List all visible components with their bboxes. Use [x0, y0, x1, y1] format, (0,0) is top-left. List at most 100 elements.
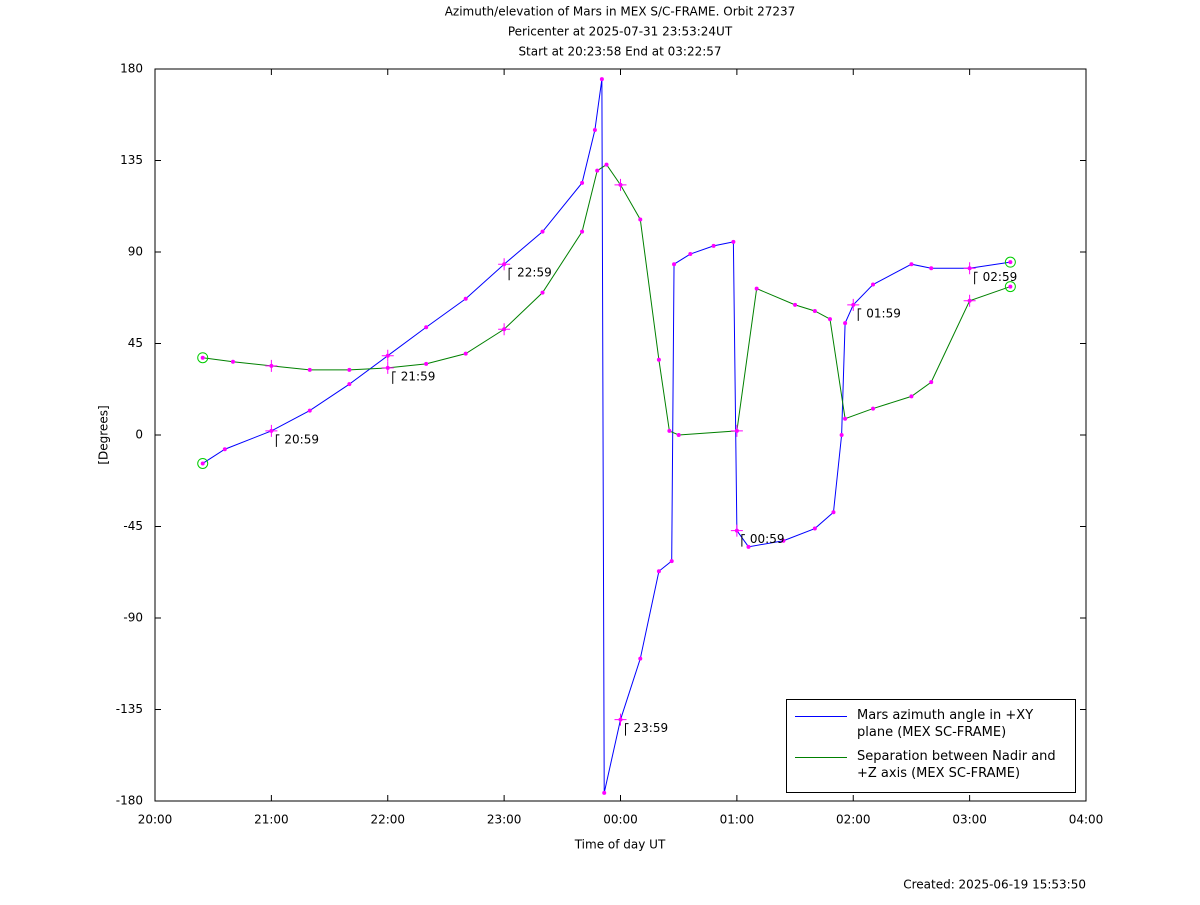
y-tick-label: 45 [128, 336, 143, 350]
data-point [909, 262, 914, 267]
annotation-pointer [974, 271, 978, 285]
data-point [307, 367, 312, 372]
x-tick-label: 03:00 [952, 813, 987, 827]
data-point [754, 286, 759, 291]
data-point [667, 428, 672, 433]
hour-marker [381, 361, 394, 374]
annotation-label: 23:59 [634, 721, 669, 735]
data-point [688, 252, 693, 257]
y-tick-label: 90 [128, 245, 143, 259]
annotation-pointer [857, 308, 862, 321]
data-point [424, 361, 429, 366]
legend-item: Mars azimuth angle in +XY plane (MEX SC-… [795, 707, 1075, 741]
legend-label: Mars azimuth angle in +XY plane (MEX SC-… [857, 708, 1034, 740]
data-point [843, 416, 848, 421]
hour-marker [498, 258, 511, 271]
legend-swatch [795, 716, 847, 717]
x-tick-label: 00:00 [603, 813, 638, 827]
legend-item: Separation between Nadir and +Z axis (ME… [795, 748, 1075, 782]
data-point [793, 302, 798, 307]
data-point [599, 77, 604, 82]
y-tick-label: 0 [135, 428, 143, 442]
annotation-pointer [625, 723, 629, 736]
hour-marker [381, 349, 394, 362]
data-point [929, 266, 934, 271]
data-point [638, 656, 643, 661]
legend-swatch [795, 757, 847, 758]
data-point [812, 526, 817, 531]
x-tick-label: 22:00 [370, 813, 405, 827]
hour-marker [847, 298, 860, 311]
annotation-label: 20:59 [284, 432, 319, 446]
annotation-label: 01:59 [866, 306, 901, 320]
series-line [202, 79, 1011, 793]
y-tick-label: -45 [123, 519, 143, 533]
x-axis-label: Time of day UT [574, 838, 666, 852]
annotation-label: 00:59 [750, 532, 785, 546]
data-point [602, 790, 607, 795]
footer: Created: 2025-06-19 15:53:50 [903, 878, 1086, 892]
data-point [347, 382, 352, 387]
data-point [831, 510, 836, 515]
data-point [731, 239, 736, 244]
data-point [929, 380, 934, 385]
y-tick-label: -90 [123, 611, 143, 625]
data-point [230, 359, 235, 364]
hour-marker [498, 323, 511, 336]
chart-title: Azimuth/elevation of Mars in MEX S/C-FRA… [445, 5, 796, 19]
data-point [843, 321, 848, 326]
endpoint-marker [197, 457, 209, 469]
data-point [839, 433, 844, 437]
data-point [676, 433, 681, 437]
hour-marker [730, 524, 743, 537]
legend-label: Separation between Nadir and +Z axis (ME… [857, 749, 1056, 781]
data-point [909, 394, 914, 399]
data-point [871, 282, 876, 287]
data-point [781, 538, 786, 543]
data-point [580, 229, 585, 234]
data-point [672, 262, 677, 267]
data-point [307, 408, 312, 413]
annotation-pointer [741, 534, 745, 547]
data-point [669, 559, 674, 564]
data-point [746, 544, 751, 549]
x-tick-label: 02:00 [836, 813, 871, 827]
chart-subtitle: Start at 20:23:58 End at 03:22:57 [518, 45, 721, 59]
annotation-label: 21:59 [401, 369, 436, 383]
data-point [638, 217, 643, 222]
data-point [540, 290, 545, 295]
data-point [580, 180, 585, 185]
hour-marker [614, 178, 627, 191]
hour-marker [265, 359, 278, 372]
data-point [424, 325, 429, 330]
data-point [711, 243, 716, 248]
chart-subtitle: Pericenter at 2025-07-31 23:53:24UT [508, 25, 733, 39]
data-point [812, 308, 817, 313]
data-point [827, 317, 832, 322]
data-point [463, 351, 468, 356]
endpoint-marker [1004, 281, 1016, 293]
data-point [200, 461, 205, 466]
data-point [656, 569, 661, 574]
data-point [1008, 260, 1013, 265]
annotation-label: 22:59 [517, 266, 552, 280]
legend: Mars azimuth angle in +XY plane (MEX SC-… [786, 699, 1076, 793]
x-tick-label: 01:00 [720, 813, 755, 827]
y-tick-label: -135 [116, 702, 143, 716]
endpoint-marker [1004, 256, 1016, 268]
data-point [347, 367, 352, 372]
hour-marker [730, 424, 743, 437]
data-point [1008, 284, 1013, 289]
annotation-pointer [275, 434, 280, 447]
x-tick-label: 04:00 [1069, 813, 1104, 827]
series-line [202, 163, 1011, 436]
hour-marker [614, 713, 627, 726]
data-point [592, 128, 597, 132]
data-point [200, 355, 205, 360]
endpoint-marker [197, 352, 209, 364]
hour-marker [963, 294, 976, 307]
y-tick-label: 180 [120, 62, 143, 76]
data-point [222, 447, 227, 452]
data-point [463, 296, 468, 301]
